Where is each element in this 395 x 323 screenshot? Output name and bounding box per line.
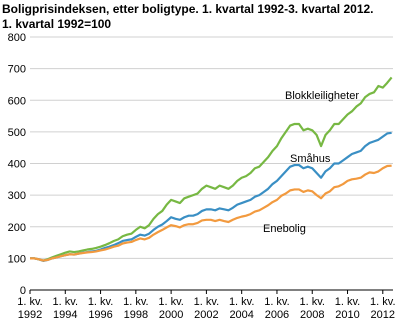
series-label: Enebolig (263, 223, 306, 235)
y-tick-label: 200 (8, 222, 26, 234)
chart-title: Boligprisindeksen, etter boligtype. 1. k… (2, 2, 374, 16)
series-line (30, 164, 392, 262)
y-tick-label: 100 (8, 253, 26, 265)
series-label: Småhus (290, 153, 331, 165)
series-line (30, 76, 393, 262)
series-label: Blokkleiligheter (285, 90, 359, 102)
x-tick-label: 1. kv. 2006 (264, 296, 289, 321)
y-tick-label: 500 (8, 127, 26, 139)
series-line (30, 131, 392, 262)
x-tick-label: 1. kv. 2012 (370, 296, 395, 321)
chart-subtitle: 1. kvartal 1992=100 (2, 17, 111, 31)
y-tick-label: 800 (8, 32, 26, 44)
x-tick-label: 1. kv. 1992 (17, 296, 42, 321)
x-tick-label: 1. kv. 2004 (229, 296, 254, 321)
x-tick-label: 1. kv. 1998 (123, 296, 148, 321)
y-tick-label: 0 (20, 285, 26, 297)
y-tick-label: 400 (8, 159, 26, 171)
x-tick-label: 1. kv. 1994 (53, 296, 78, 321)
x-tick-label: 1. kv. 1996 (88, 296, 113, 321)
x-tick-label: 1. kv. 2002 (194, 296, 219, 321)
y-tick-label: 700 (8, 64, 26, 76)
x-tick-label: 1. kv. 2010 (335, 296, 360, 321)
y-tick-label: 600 (8, 95, 26, 107)
x-tick-label: 1. kv. 2008 (299, 296, 324, 321)
x-tick-label: 1. kv. 2000 (158, 296, 183, 321)
y-tick-label: 300 (8, 190, 26, 202)
